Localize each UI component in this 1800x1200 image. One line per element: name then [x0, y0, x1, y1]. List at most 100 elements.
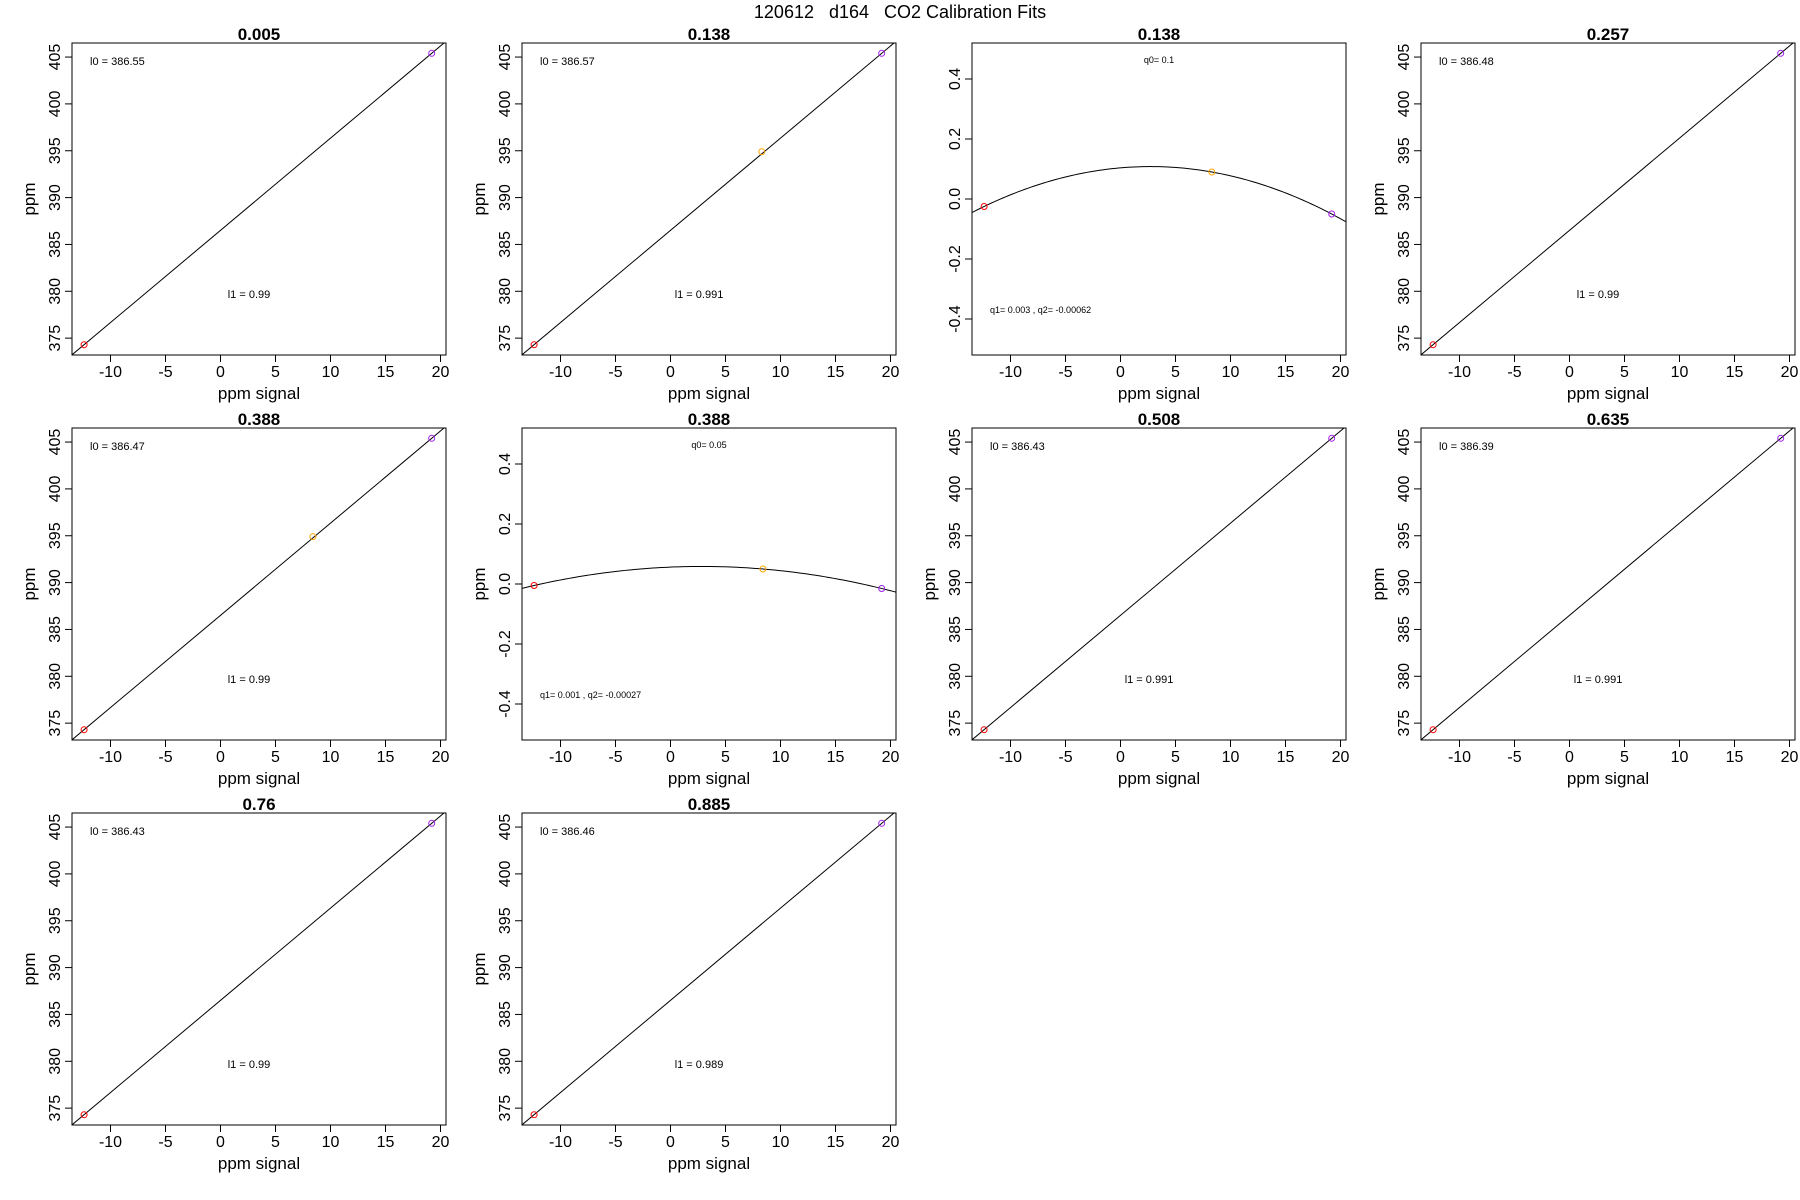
x-tick-label: 0	[666, 1134, 675, 1151]
x-tick-label: 20	[432, 1134, 450, 1151]
x-tick-label: 10	[1222, 364, 1240, 381]
data-point	[80, 726, 88, 734]
x-tick-label: -5	[1058, 364, 1072, 381]
x-tick-label: -10	[99, 1134, 122, 1151]
x-axis-label: ppm signal	[668, 384, 750, 403]
x-tick-label: 5	[721, 749, 730, 766]
x-tick-label: 5	[721, 364, 730, 381]
x-tick-label: 0	[666, 749, 675, 766]
x-tick-label: 15	[1726, 749, 1744, 766]
y-axis-label: ppm	[20, 952, 39, 985]
data-point	[80, 341, 88, 349]
data-point	[980, 726, 988, 734]
x-tick-label: 15	[827, 749, 845, 766]
y-axis-label: ppm	[470, 952, 489, 985]
x-tick-label: -5	[1507, 364, 1521, 381]
panel-title: 0.76	[242, 795, 275, 814]
fit-coefficient-label: l0 = 386.46	[540, 826, 595, 838]
y-tick-label: 385	[497, 231, 514, 258]
x-tick-label: -10	[1448, 749, 1471, 766]
x-tick-label: -10	[99, 364, 122, 381]
x-axis-label: ppm signal	[1567, 769, 1649, 788]
plot-frame	[521, 812, 897, 1126]
fit-coefficient-label: l0 = 386.39	[1439, 441, 1494, 453]
fit-coefficient-label: l0 = 386.57	[540, 56, 595, 68]
y-tick-label: 390	[947, 569, 964, 596]
x-tick-label: 0	[1565, 364, 1574, 381]
y-tick-label: 385	[947, 616, 964, 643]
x-tick-label: 10	[772, 1134, 790, 1151]
x-tick-label: 15	[1277, 364, 1295, 381]
fit-coefficient-label: l0 = 386.43	[990, 441, 1045, 453]
fit-curve	[522, 565, 896, 593]
y-tick-label: 395	[47, 522, 64, 549]
y-tick-label: 395	[497, 907, 514, 934]
y-tick-label: -0.2	[947, 245, 964, 273]
x-tick-label: 0	[1116, 749, 1125, 766]
y-tick-label: 375	[497, 325, 514, 352]
fit-line	[972, 428, 1345, 740]
y-tick-label: 385	[47, 616, 64, 643]
x-tick-label: 5	[271, 749, 280, 766]
data-point	[1777, 49, 1785, 57]
data-point	[428, 434, 436, 442]
data-point	[428, 819, 436, 827]
x-tick-label: 0	[1565, 749, 1574, 766]
x-tick-label: 20	[1332, 364, 1350, 381]
y-tick-label: 395	[47, 137, 64, 164]
y-tick-label: 380	[497, 278, 514, 305]
data-point	[530, 341, 538, 349]
y-tick-label: -0.2	[497, 630, 514, 658]
y-tick-label: 395	[947, 522, 964, 549]
data-point	[878, 585, 886, 592]
x-tick-label: 10	[772, 749, 790, 766]
data-point	[530, 582, 538, 589]
y-tick-label: 405	[497, 44, 514, 71]
calibration-panel: 0.257 -10 -5 0 5 10 15 20 375 380 385 390 395 400 405 p…	[1369, 25, 1799, 403]
x-tick-label: -10	[549, 1134, 572, 1151]
calibration-panel: 0.388 -10 -5 0 5 10 15 20 375 380 385 390 395 400 405 p…	[20, 410, 450, 788]
y-tick-label: 390	[47, 954, 64, 981]
y-tick-label: 385	[497, 1001, 514, 1028]
x-axis-label: ppm signal	[218, 769, 300, 788]
x-tick-label: 0	[1116, 364, 1125, 381]
panel-title: 0.005	[238, 25, 281, 44]
x-tick-label: -5	[608, 1134, 622, 1151]
y-tick-label: 405	[47, 814, 64, 841]
x-tick-label: -10	[99, 749, 122, 766]
y-axis-label: ppm	[1369, 182, 1388, 215]
fit-line	[522, 43, 895, 355]
y-tick-label: 405	[47, 44, 64, 71]
x-tick-label: 20	[882, 1134, 900, 1151]
y-tick-label: 380	[47, 1048, 64, 1075]
y-tick-label: 0.0	[497, 573, 514, 595]
x-tick-label: 15	[1277, 749, 1295, 766]
fit-line	[522, 813, 895, 1125]
fit-coefficient-label: q1= 0.001 , q2= -0.00027	[540, 690, 641, 700]
x-tick-label: -5	[608, 364, 622, 381]
x-tick-label: -10	[999, 364, 1022, 381]
x-axis-label: ppm signal	[1118, 769, 1200, 788]
fit-coefficient-label: q0= 0.1	[1144, 55, 1174, 65]
y-tick-label: 385	[47, 231, 64, 258]
plot-frame	[1420, 427, 1796, 741]
x-tick-label: 20	[882, 749, 900, 766]
x-tick-label: 5	[721, 1134, 730, 1151]
x-tick-label: 5	[1620, 749, 1629, 766]
x-tick-label: 5	[1620, 364, 1629, 381]
calibration-panel: 0.388 -10 -5 0 5 10 15 20 -0.4 -0.2 0.0 0.2 0.4 ppm s…	[470, 410, 900, 788]
data-point	[428, 49, 436, 57]
plot-frame	[971, 427, 1347, 741]
y-tick-label: 405	[497, 814, 514, 841]
x-tick-label: 15	[827, 364, 845, 381]
fit-coefficient-label: q1= 0.003 , q2= -0.00062	[990, 305, 1091, 315]
x-tick-label: 10	[322, 364, 340, 381]
y-tick-label: 380	[947, 663, 964, 690]
plot-frame	[521, 42, 897, 356]
fit-coefficient-label: l0 = 386.55	[90, 56, 145, 68]
x-tick-label: -5	[1507, 749, 1521, 766]
x-tick-label: 10	[1671, 749, 1689, 766]
x-axis-label: ppm signal	[1118, 384, 1200, 403]
x-tick-label: -5	[1058, 749, 1072, 766]
